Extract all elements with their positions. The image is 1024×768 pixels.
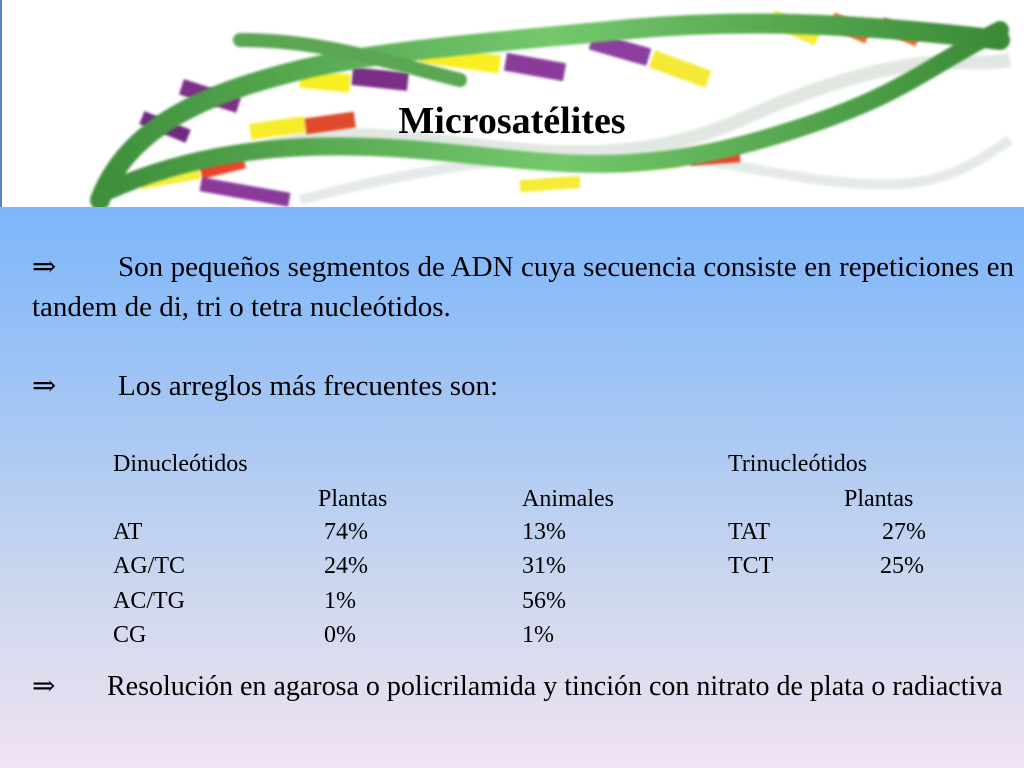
implies-arrow-icon: ⇒	[32, 251, 57, 283]
implies-arrow-icon: ⇒	[32, 671, 56, 702]
slide-content: ⇒ Son pequeños segmentos de ADN cuya secu…	[0, 207, 1024, 768]
tri-col-header-plantas: Plantas	[844, 486, 914, 512]
bullet-resolution: ⇒ Resolución en agarosa o policrilamida y…	[32, 667, 1014, 707]
bullet-definition-text: Son pequeños segmentos de ADN cuya secue…	[32, 251, 1014, 323]
dinuc-motif: AG/TC	[113, 553, 185, 579]
bullet-frequent-arrangements: ⇒ Los arreglos más frecuentes son:	[32, 366, 1014, 406]
trinucleotides-heading: Trinucleótidos	[728, 451, 868, 477]
slide-title: Microsatélites	[398, 100, 626, 142]
dinuc-plantas: 24%	[324, 553, 368, 579]
trinuc-motif: TAT	[728, 519, 771, 545]
dinuc-animales: 56%	[522, 588, 566, 614]
bullet-resolution-text: Resolución en agarosa o policrilamida y …	[107, 671, 1003, 702]
dinuc-motif: CG	[113, 622, 147, 648]
dinuc-plantas: 0%	[324, 622, 356, 648]
col-header-plantas: Plantas	[318, 486, 388, 512]
dinuc-animales: 31%	[522, 553, 566, 579]
bullet-definition: ⇒ Son pequeños segmentos de ADN cuya secu…	[32, 247, 1014, 327]
dinuc-motif: AC/TG	[113, 588, 185, 614]
dinuc-plantas: 1%	[324, 588, 356, 614]
implies-arrow-icon: ⇒	[32, 370, 57, 402]
dinucleotides-heading: Dinucleótidos	[113, 451, 248, 477]
dinuc-animales: 1%	[522, 622, 554, 648]
dinuc-animales: 13%	[522, 519, 566, 545]
dna-helix-illustration	[90, 10, 1013, 207]
col-header-animales: Animales	[522, 486, 614, 512]
trinuc-plantas: 25%	[880, 553, 924, 579]
dinuc-plantas: 74%	[324, 519, 368, 545]
bullet-frequent-text: Los arreglos más frecuentes son:	[118, 370, 499, 402]
banner-edge	[0, 0, 2, 207]
trinuc-motif: TCT	[728, 553, 774, 579]
dinuc-motif: AT	[113, 519, 143, 545]
trinuc-plantas: 27%	[882, 519, 926, 545]
header-banner: Microsatélites	[0, 0, 1024, 207]
